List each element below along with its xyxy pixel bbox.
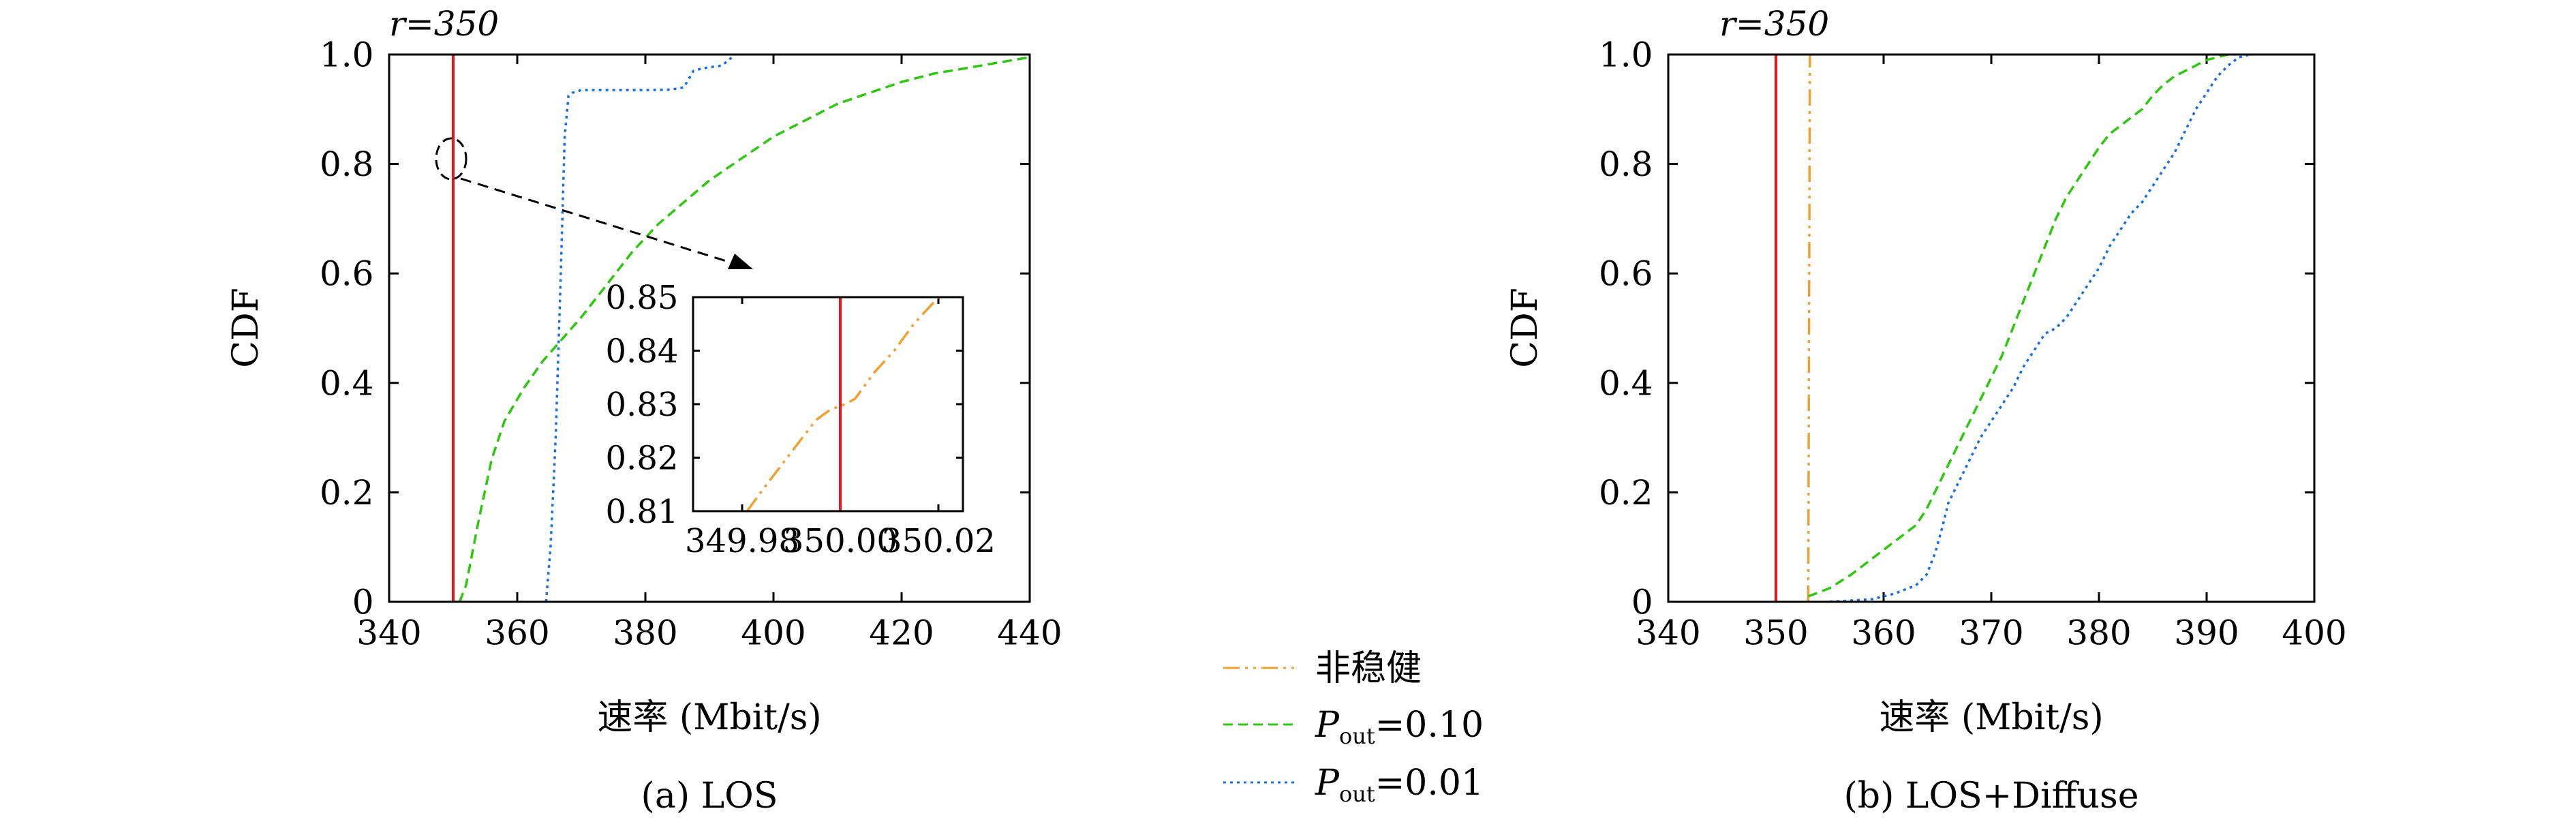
panel-b-xtick-label-2: 360: [1851, 613, 1916, 653]
panel-a-ytick-label-3: 0.6: [320, 254, 374, 294]
panel-a-xtick-label-5: 440: [997, 613, 1062, 653]
panel-a-ytick-label-0: 0: [352, 583, 374, 622]
panel-b-series-pout-001: [1829, 55, 2250, 602]
panel-a-xtick-label-3: 400: [741, 613, 806, 653]
panel-a-xtick-label-0: 340: [356, 613, 421, 653]
panel-b-annotation: r=350: [1719, 4, 1829, 44]
panel-b-series-non-robust: [1807, 55, 1811, 602]
panel-b-xtick-label-1: 350: [1743, 613, 1808, 653]
panel-b-xtick-label-4: 380: [2066, 613, 2131, 653]
panel-a-series-pout-001: [545, 55, 736, 602]
panel-a-ytick-label-4: 0.8: [320, 144, 374, 184]
zoom-region-marker: [435, 137, 467, 181]
panel-b-series: [1775, 55, 2250, 602]
panel-b-ytick-label-3: 0.6: [1599, 254, 1653, 294]
inset-ytick-label-1: 0.82: [606, 439, 679, 477]
panel-a-ticks: 340 360 380 400 420 440 0 0.2 0.4 0.6 0.8 1.0: [320, 35, 1062, 653]
inset-series-non-robust: [746, 297, 940, 511]
panel-a-xtick-label-2: 380: [613, 613, 677, 653]
panel-a-ylabel: CDF: [226, 288, 266, 368]
legend-label-pout-001: Pout=0.01: [1315, 763, 1484, 807]
zoom-arrow: [460, 177, 731, 264]
panel-a-ytick-label-2: 0.4: [320, 363, 374, 403]
legend-label-non-robust: 非稳健: [1315, 648, 1422, 689]
panel-b-ytick-label-4: 0.8: [1599, 144, 1653, 184]
inset-ytick-label-4: 0.85: [606, 279, 679, 317]
panel-b-los-diffuse: 340 350 360 370 380 390 400 0 0.2 0.4 0.6 0.8 1.0 r=…: [1505, 4, 2347, 817]
panel-b-plot-frame: [1667, 53, 2316, 603]
panel-a-ytick-label-1: 0.2: [320, 473, 374, 513]
panel-b-xtick-label-3: 370: [1959, 613, 2023, 653]
inset-frame: [692, 296, 964, 513]
inset-series: [746, 297, 940, 511]
legend: 非稳健 Pout=0.10 Pout=0.01: [1223, 648, 1484, 807]
panel-b-series-pout-010: [1807, 55, 2229, 598]
panel-b-ytick-label-0: 0: [1631, 583, 1653, 622]
inset-xtick-label-0: 349.98: [685, 522, 799, 560]
panel-a-series: [452, 55, 1030, 602]
panel-a-xtick-label-1: 360: [485, 613, 549, 653]
zoom-arrow-head: [728, 254, 753, 269]
panel-a-plot-frame: [388, 53, 1031, 603]
inset-ytick-label-2: 0.83: [606, 386, 679, 424]
legend-item-pout-001: Pout=0.01: [1223, 763, 1484, 807]
panel-b-xlabel: 速率 (Mbit/s): [1879, 697, 2103, 738]
panel-b-ytick-label-2: 0.4: [1599, 363, 1653, 403]
panel-b-ytick-label-5: 1.0: [1599, 35, 1653, 75]
panel-a-xlabel: 速率 (Mbit/s): [597, 697, 821, 738]
panel-b-xtick-label-6: 400: [2282, 613, 2346, 653]
panel-b-xtick-label-0: 340: [1636, 613, 1700, 653]
panel-b-ylabel: CDF: [1505, 288, 1546, 368]
legend-label-pout-010: Pout=0.10: [1315, 705, 1484, 749]
panel-a-los: 340 360 380 400 420 440 0 0.2 0.4 0.6 0.8 1.0 r=350…: [226, 4, 1062, 817]
panel-a-xtick-label-4: 420: [869, 613, 934, 653]
inset-xtick-label-2: 350.02: [881, 522, 996, 560]
panel-a-caption: (a) LOS: [641, 776, 778, 817]
panel-b-ticks: 340 350 360 370 380 390 400 0 0.2 0.4 0.6 0.8 1.0: [1599, 35, 2347, 653]
inset-xtick-label-1: 350.00: [783, 522, 898, 560]
panel-a-series-pout-010: [458, 56, 1030, 602]
panel-a-annotation: r=350: [389, 4, 499, 44]
inset-ytick-label-0: 0.81: [606, 493, 679, 531]
panel-a-ytick-label-5: 1.0: [320, 35, 374, 75]
panel-b-ytick-label-1: 0.2: [1599, 473, 1653, 513]
inset-ytick-label-3: 0.84: [606, 332, 679, 370]
panel-b-caption: (b) LOS+Diffuse: [1844, 776, 2139, 817]
legend-item-non-robust: 非稳健: [1223, 648, 1422, 689]
panel-b-xtick-label-5: 390: [2174, 613, 2239, 653]
inset-background: [693, 297, 963, 511]
legend-item-pout-010: Pout=0.10: [1223, 705, 1484, 749]
